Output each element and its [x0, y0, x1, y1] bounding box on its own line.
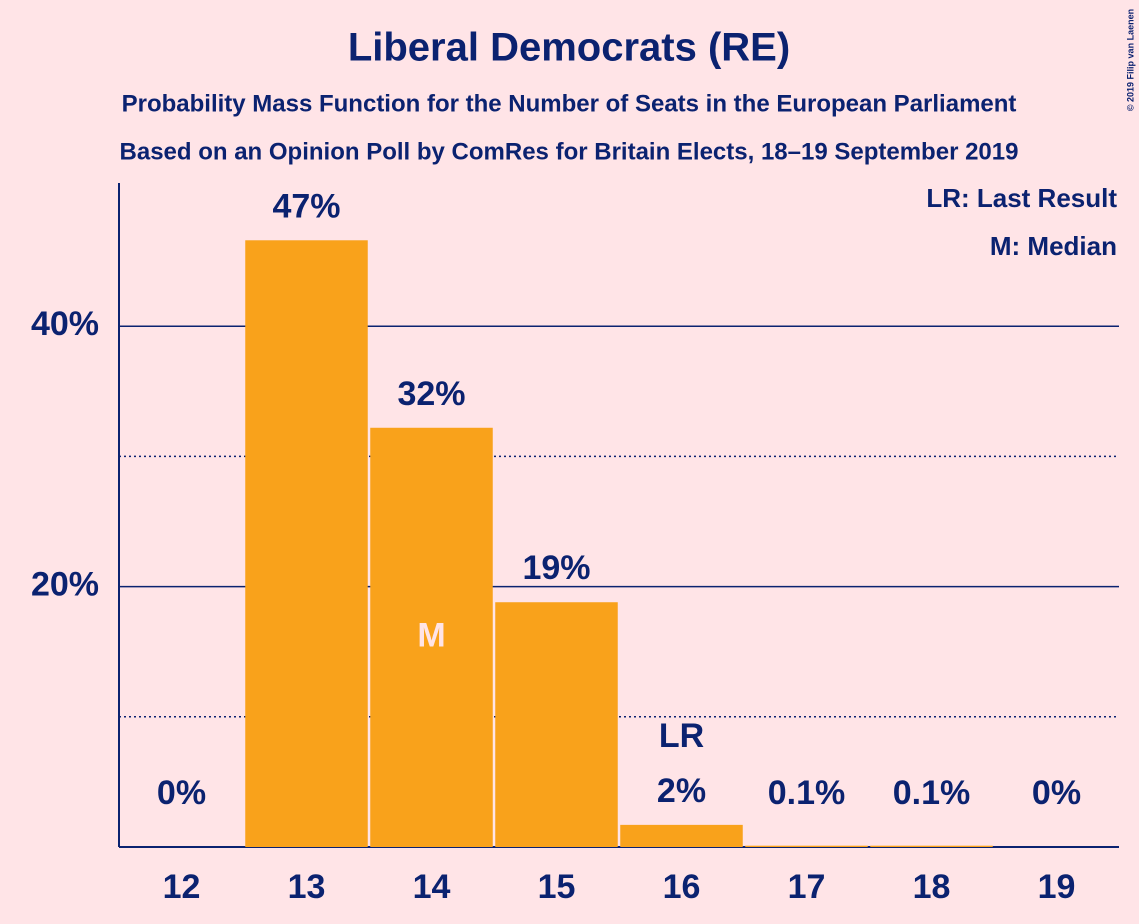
- chart-title: Liberal Democrats (RE): [348, 26, 790, 70]
- copyright: © 2019 Filip van Laenen: [1125, 9, 1135, 111]
- marker-label: M: [417, 616, 445, 654]
- value-label: 47%: [272, 187, 340, 225]
- bar: [870, 845, 993, 847]
- chart-subtitle: Based on an Opinion Poll by ComRes for B…: [120, 138, 1019, 165]
- x-tick-label: 18: [913, 868, 951, 906]
- value-label: 0.1%: [768, 774, 846, 812]
- value-label: 32%: [397, 375, 465, 413]
- x-tick-label: 15: [538, 868, 576, 906]
- y-tick-label: 20%: [31, 566, 99, 604]
- value-label: 19%: [522, 549, 590, 587]
- legend-entry: LR: Last Result: [926, 183, 1117, 213]
- x-tick-label: 13: [288, 868, 326, 906]
- bar: [370, 427, 493, 847]
- bar: [620, 824, 743, 847]
- x-tick-label: 17: [788, 868, 826, 906]
- bar: [495, 602, 618, 847]
- x-tick-label: 19: [1038, 868, 1076, 906]
- marker-label: LR: [659, 717, 704, 755]
- x-tick-label: 14: [413, 868, 451, 906]
- value-label: 2%: [657, 772, 706, 810]
- chart-subtitle: Probability Mass Function for the Number…: [122, 90, 1017, 117]
- value-label: 0%: [1032, 774, 1081, 812]
- legend-entry: M: Median: [990, 231, 1117, 261]
- x-tick-label: 12: [163, 868, 201, 906]
- y-tick-label: 40%: [31, 305, 99, 343]
- bar: [245, 240, 368, 848]
- value-label: 0.1%: [893, 774, 971, 812]
- value-label: 0%: [157, 774, 206, 812]
- x-tick-label: 16: [663, 868, 701, 906]
- bar: [745, 845, 868, 847]
